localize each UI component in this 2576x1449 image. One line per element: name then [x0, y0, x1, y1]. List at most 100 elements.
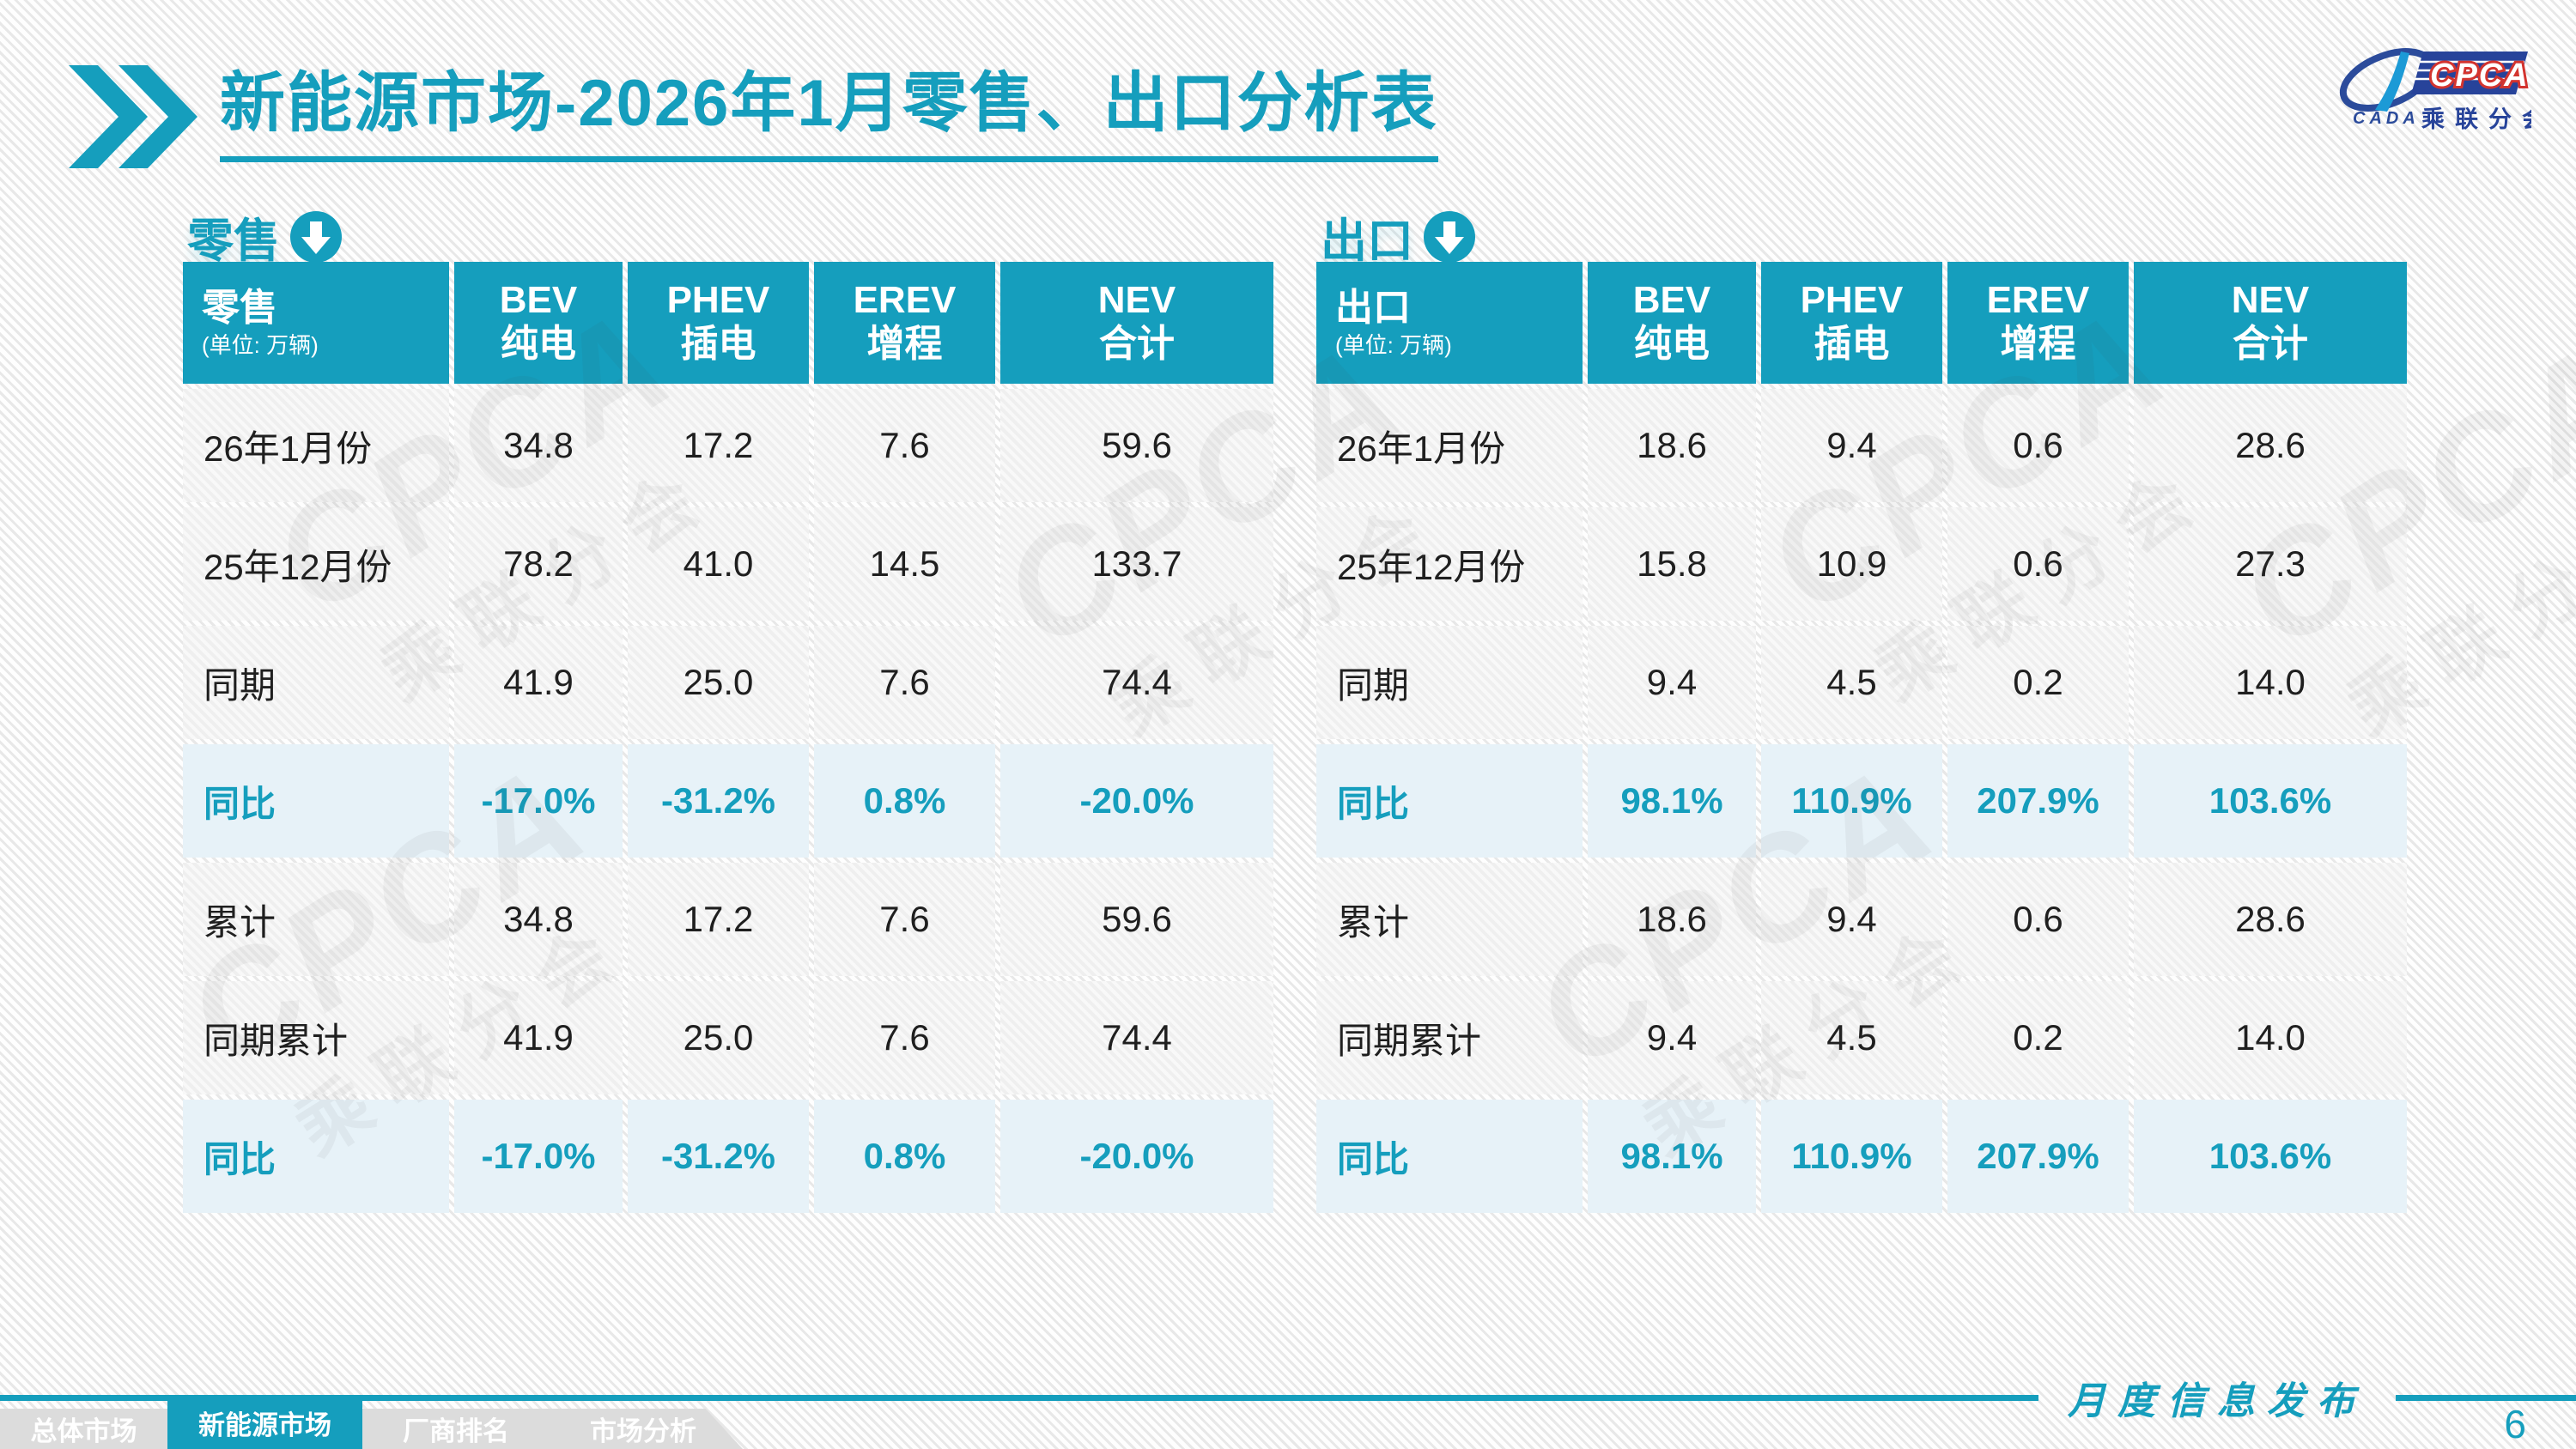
column-header-line: 合计	[2233, 323, 2308, 365]
export-section-title: 出口	[1321, 215, 1413, 267]
column-header: PHEV 插电	[628, 262, 809, 384]
column-header-line: PHEV	[1800, 279, 1904, 322]
column-header-line: BEV	[1632, 279, 1711, 322]
table-value: 27.3	[2134, 507, 2407, 621]
column-header-line: NEV	[1097, 279, 1176, 322]
column-header-line: EREV	[853, 279, 957, 322]
table-value: 41.9	[454, 626, 623, 739]
corner-unit: (单位: 万辆)	[202, 332, 319, 359]
corner-title: 出口	[1335, 286, 1411, 329]
column-header-line: PHEV	[666, 279, 770, 322]
column-header-line: 合计	[1099, 323, 1175, 365]
column-header-line: 插电	[1814, 323, 1890, 365]
table-value: 34.8	[454, 389, 623, 502]
table-value: 18.6	[1588, 389, 1756, 502]
table-value: 25.0	[628, 626, 809, 739]
export-table: 出口 (单位: 万辆) BEV 纯电 PHEV 插电 EREV 增程 NEV 合计 26年1月份 18…	[1316, 262, 2407, 1213]
table-value: 0.6	[1947, 507, 2129, 621]
table-value: 7.6	[814, 863, 995, 976]
nav-tab-3[interactable]: 厂商排名	[403, 1416, 509, 1446]
table-value: 4.5	[1761, 626, 1942, 739]
row-label: 同期累计	[183, 981, 449, 1094]
table-value: 41.9	[454, 981, 623, 1094]
column-header-line: EREV	[1986, 279, 2090, 322]
bottom-nav: 总体市场 新能源市场 厂商排名 市场分析	[0, 1396, 773, 1449]
row-label: 25年12月份	[183, 507, 449, 621]
row-label: 同比	[183, 1100, 449, 1213]
table-value: 98.1%	[1588, 1100, 1756, 1213]
row-label: 同比	[183, 744, 449, 858]
column-header-line: NEV	[2231, 279, 2310, 322]
column-header-line: 增程	[2000, 323, 2076, 365]
table-value: 34.8	[454, 863, 623, 976]
table-value: 28.6	[2134, 863, 2407, 976]
table-value: 18.6	[1588, 863, 1756, 976]
table-value: 74.4	[1000, 981, 1273, 1094]
nav-tab-1[interactable]: 总体市场	[30, 1416, 137, 1446]
table-value: 0.6	[1947, 389, 2129, 502]
table-value: 17.2	[628, 389, 809, 502]
corner-title: 零售	[202, 286, 277, 329]
table-value: 0.8%	[814, 1100, 995, 1213]
ribbon-line-right	[2396, 1394, 2576, 1401]
column-header-line: BEV	[499, 279, 578, 322]
column-header: BEV 纯电	[1588, 262, 1756, 384]
ribbon-line-left	[0, 1394, 2038, 1401]
table-value: 207.9%	[1947, 1100, 2129, 1213]
table-value: 0.2	[1947, 626, 2129, 739]
table-value: -31.2%	[628, 744, 809, 858]
table-value: 207.9%	[1947, 744, 2129, 858]
table-corner-header: 出口 (单位: 万辆)	[1316, 262, 1583, 384]
table-value: 10.9	[1761, 507, 1942, 621]
corner-unit: (单位: 万辆)	[1335, 332, 1452, 359]
row-label: 26年1月份	[1316, 389, 1583, 502]
cpca-logo: CADA CPCA 乘联分会	[2339, 48, 2531, 132]
table-value: 17.2	[628, 863, 809, 976]
column-header-line: 纯电	[1634, 323, 1710, 365]
table-value: 110.9%	[1761, 1100, 1942, 1213]
table-value: 9.4	[1761, 863, 1942, 976]
column-header: NEV 合计	[1000, 262, 1273, 384]
column-header: BEV 纯电	[454, 262, 623, 384]
table-value: 74.4	[1000, 626, 1273, 739]
down-arrow-icon	[290, 210, 342, 263]
table-value: 133.7	[1000, 507, 1273, 621]
row-label: 累计	[1316, 863, 1583, 976]
table-value: 14.0	[2134, 626, 2407, 739]
table-value: -20.0%	[1000, 1100, 1273, 1213]
down-arrow-icon	[1424, 210, 1475, 263]
column-header-line: 纯电	[501, 323, 576, 365]
table-value: 0.8%	[814, 744, 995, 858]
table-value: 110.9%	[1761, 744, 1942, 858]
table-value: 59.6	[1000, 863, 1273, 976]
table-value: 14.5	[814, 507, 995, 621]
column-header: NEV 合计	[2134, 262, 2407, 384]
row-label: 累计	[183, 863, 449, 976]
column-header: EREV 增程	[1947, 262, 2129, 384]
table-value: 9.4	[1588, 626, 1756, 739]
slide-header: 新能源市场-2026年1月零售、出口分析表	[69, 50, 1438, 168]
retail-section-label: 零售	[187, 203, 343, 270]
table-value: 7.6	[814, 981, 995, 1094]
footer-ribbon: 月度信息发布	[0, 1372, 2576, 1423]
row-label: 同比	[1316, 1100, 1583, 1213]
retail-table: 零售 (单位: 万辆) BEV 纯电 PHEV 插电 EREV 增程 NEV 合计 26年1月份 34…	[183, 262, 1273, 1213]
logo-branch-text: 乘联分会	[2421, 106, 2531, 132]
page-number: 6	[2504, 1402, 2526, 1446]
row-label: 同期	[183, 626, 449, 739]
row-label: 同期累计	[1316, 981, 1583, 1094]
export-section-label: 出口	[1321, 203, 1477, 270]
column-header-line: 插电	[680, 323, 756, 365]
table-value: -31.2%	[628, 1100, 809, 1213]
table-value: -20.0%	[1000, 744, 1273, 858]
table-value: 28.6	[2134, 389, 2407, 502]
retail-section-title: 零售	[187, 215, 280, 267]
nav-tab-2[interactable]: 新能源市场	[167, 1396, 362, 1449]
footer-ribbon-text: 月度信息发布	[2068, 1380, 2366, 1422]
table-value: 103.6%	[2134, 744, 2407, 858]
table-value: 4.5	[1761, 981, 1942, 1094]
nav-tab-4[interactable]: 市场分析	[590, 1416, 696, 1446]
table-value: 0.6	[1947, 863, 2129, 976]
table-value: 78.2	[454, 507, 623, 621]
